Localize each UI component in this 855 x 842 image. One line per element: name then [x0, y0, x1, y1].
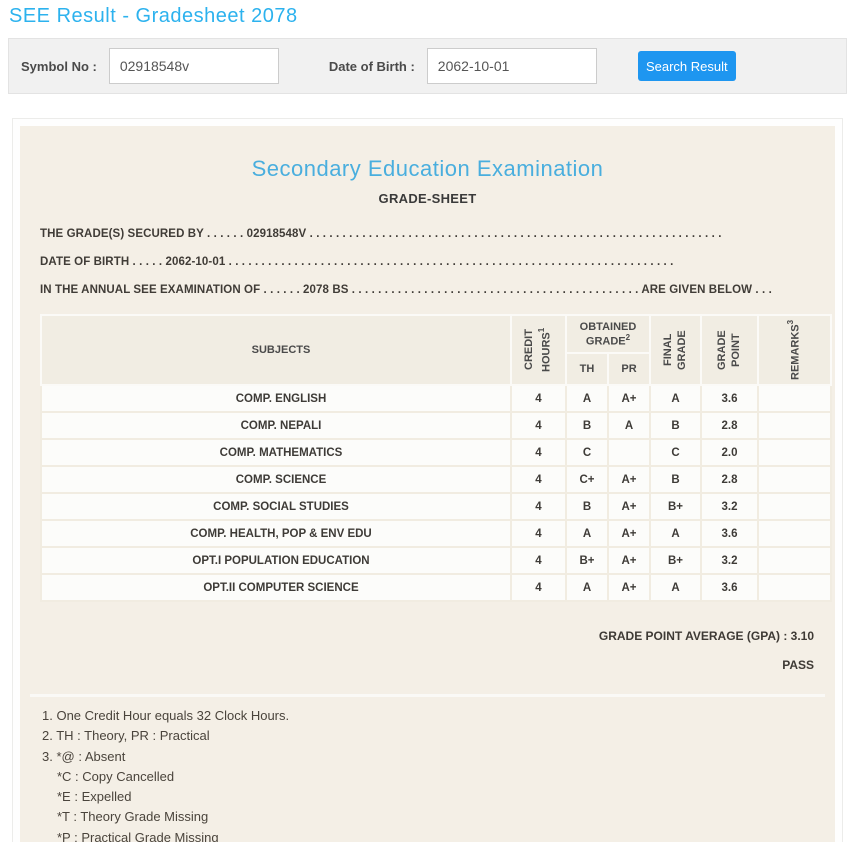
result-status: PASS — [782, 658, 814, 672]
table-row: COMP. NEPALI 4 B A B 2.8 — [40, 411, 832, 440]
footnote-line: 3. *@ : Absent — [42, 748, 126, 764]
remarks-cell — [757, 492, 832, 521]
symbol-no-label: Symbol No : — [21, 58, 97, 74]
theory-grade-cell: A — [565, 519, 609, 548]
subject-cell: COMP. MATHEMATICS — [40, 438, 512, 467]
practical-grade-cell: A+ — [607, 465, 651, 494]
subject-cell: COMP. SCIENCE — [40, 465, 512, 494]
practical-grade-cell: A+ — [607, 492, 651, 521]
page-title: SEE Result - Gradesheet 2078 — [9, 5, 298, 27]
final-grade-cell: B — [649, 411, 702, 440]
theory-grade-cell: A — [565, 573, 609, 602]
candidate-info: THE GRADE(S) SECURED BY . . . . . . 0291… — [40, 220, 815, 304]
practical-grade-cell — [607, 438, 651, 467]
examination-year-line: IN THE ANNUAL SEE EXAMINATION OF . . . .… — [40, 284, 772, 296]
practical-grade-cell: A — [607, 411, 651, 440]
practical-grade-cell: A+ — [607, 573, 651, 602]
grade-point-cell: 3.6 — [700, 519, 759, 548]
table-row: COMP. ENGLISH 4 A A+ A 3.6 — [40, 384, 832, 413]
theory-grade-cell: C+ — [565, 465, 609, 494]
final-grade-cell: B+ — [649, 492, 702, 521]
credit-cell: 4 — [510, 438, 567, 467]
footnote-line: *T : Theory Grade Missing — [57, 809, 209, 825]
grade-point-header: GRADE POINT — [700, 314, 759, 386]
remarks-cell — [757, 438, 832, 467]
credit-cell: 4 — [510, 465, 567, 494]
subject-cell: OPT.II COMPUTER SCIENCE — [40, 573, 512, 602]
footnote-line: *C : Copy Cancelled — [57, 768, 175, 784]
subject-cell: COMP. ENGLISH — [40, 384, 512, 413]
table-row: COMP. SOCIAL STUDIES 4 B A+ B+ 3.2 — [40, 492, 832, 521]
grades-table: SUBJECTS CREDIT HOURS1 OBTAINED GRADE2 F… — [40, 314, 832, 602]
table-row: COMP. MATHEMATICS 4 C C 2.0 — [40, 438, 832, 467]
footnote-line: 2. TH : Theory, PR : Practical — [42, 728, 210, 744]
result-summary: GRADE POINT AVERAGE (GPA) : 3.10 PASS — [30, 622, 814, 680]
remarks-cell — [757, 465, 832, 494]
grade-point-cell: 2.8 — [700, 465, 759, 494]
subject-cell: COMP. SOCIAL STUDIES — [40, 492, 512, 521]
theory-grade-cell: A — [565, 384, 609, 413]
footnote-line: 1. One Credit Hour equals 32 Clock Hours… — [42, 708, 290, 723]
date-of-birth-line: DATE OF BIRTH . . . . . 2062-10-01 . . .… — [40, 256, 674, 268]
theory-grade-cell: B+ — [565, 546, 609, 575]
practical-grade-cell: A+ — [607, 546, 651, 575]
grade-point-cell: 3.2 — [700, 546, 759, 575]
remarks-cell — [757, 573, 832, 602]
grade-point-cell: 2.0 — [700, 438, 759, 467]
remarks-cell — [757, 411, 832, 440]
final-grade-cell: A — [649, 573, 702, 602]
final-grade-cell: C — [649, 438, 702, 467]
credit-cell: 4 — [510, 519, 567, 548]
table-row: OPT.I POPULATION EDUCATION 4 B+ A+ B+ 3.… — [40, 546, 832, 575]
credit-hours-header: CREDIT HOURS1 — [510, 314, 567, 386]
final-grade-cell: A — [649, 384, 702, 413]
practical-grade-cell: A+ — [607, 519, 651, 548]
subject-cell: COMP. NEPALI — [40, 411, 512, 440]
practical-subheader: PR — [607, 352, 651, 386]
credit-cell: 4 — [510, 384, 567, 413]
remarks-header: REMARKS3 — [757, 314, 832, 386]
secured-by-line: THE GRADE(S) SECURED BY . . . . . . 0291… — [40, 228, 722, 240]
practical-grade-cell: A+ — [607, 384, 651, 413]
obtained-grade-header: OBTAINED GRADE2 — [565, 314, 651, 354]
final-grade-cell: B+ — [649, 546, 702, 575]
subject-cell: COMP. HEALTH, POP & ENV EDU — [40, 519, 512, 548]
sheet-subheading: GRADE-SHEET — [378, 191, 477, 206]
footnotes: 1. One Credit Hour equals 32 Clock Hours… — [30, 694, 825, 842]
table-row: COMP. HEALTH, POP & ENV EDU 4 A A+ A 3.6 — [40, 519, 832, 548]
table-row: OPT.II COMPUTER SCIENCE 4 A A+ A 3.6 — [40, 573, 832, 602]
symbol-no-input[interactable] — [108, 48, 279, 84]
final-grade-cell: B — [649, 465, 702, 494]
credit-cell: 4 — [510, 546, 567, 575]
final-grade-header: FINAL GRADE — [649, 314, 702, 386]
theory-grade-cell: B — [565, 411, 609, 440]
footnote-line: *E : Expelled — [57, 789, 132, 805]
credit-cell: 4 — [510, 573, 567, 602]
grade-point-cell: 2.8 — [700, 411, 759, 440]
result-panel: Secondary Education Examination GRADE-SH… — [12, 118, 843, 842]
footnote-line: *P : Practical Grade Missing — [57, 829, 219, 842]
search-result-button[interactable]: Search Result — [637, 51, 736, 81]
search-bar: Symbol No : Date of Birth : Search Resul… — [8, 38, 847, 94]
sheet-heading: Secondary Education Examination — [251, 156, 604, 181]
date-of-birth-label: Date of Birth : — [328, 58, 415, 74]
grade-point-cell: 3.6 — [700, 573, 759, 602]
remarks-cell — [757, 384, 832, 413]
date-of-birth-input[interactable] — [426, 48, 597, 84]
subjects-header: SUBJECTS — [40, 314, 512, 386]
grade-point-cell: 3.2 — [700, 492, 759, 521]
subject-cell: OPT.I POPULATION EDUCATION — [40, 546, 512, 575]
remarks-cell — [757, 546, 832, 575]
theory-subheader: TH — [565, 352, 609, 386]
credit-cell: 4 — [510, 411, 567, 440]
remarks-cell — [757, 519, 832, 548]
theory-grade-cell: C — [565, 438, 609, 467]
grade-point-cell: 3.6 — [700, 384, 759, 413]
gpa-line: GRADE POINT AVERAGE (GPA) : 3.10 — [598, 629, 814, 643]
final-grade-cell: A — [649, 519, 702, 548]
table-row: COMP. SCIENCE 4 C+ A+ B 2.8 — [40, 465, 832, 494]
grade-sheet: Secondary Education Examination GRADE-SH… — [20, 126, 835, 842]
credit-cell: 4 — [510, 492, 567, 521]
theory-grade-cell: B — [565, 492, 609, 521]
